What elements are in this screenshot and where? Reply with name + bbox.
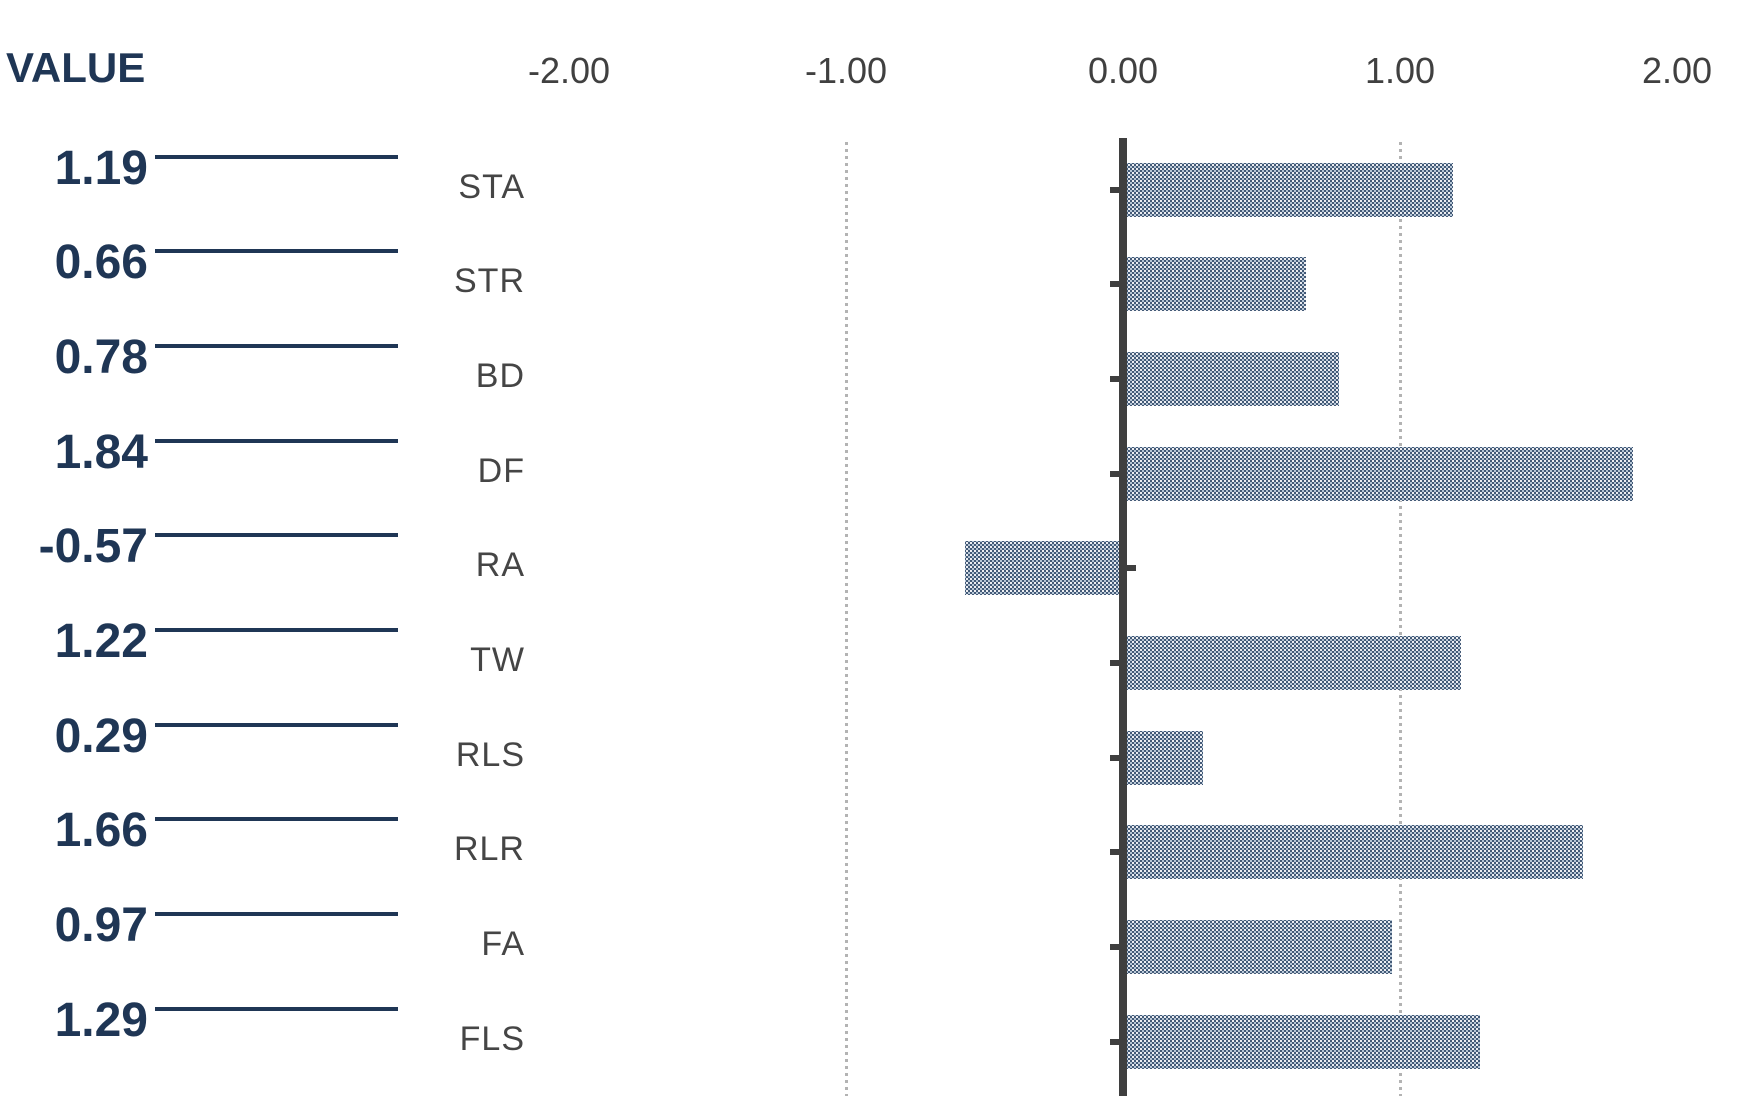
- zero-axis-line: [1119, 138, 1127, 1096]
- x-tick-label: -1.00: [804, 50, 888, 91]
- row-separator-line: [155, 438, 398, 443]
- category-label: FA: [481, 924, 525, 963]
- value-label: 0.29: [54, 709, 148, 763]
- value-label: 1.84: [54, 425, 148, 479]
- bar: [1123, 730, 1204, 785]
- row-separator-line: [155, 817, 398, 822]
- bar: [1123, 919, 1392, 974]
- row-separator-line: [155, 154, 398, 159]
- value-label: 1.29: [54, 993, 148, 1047]
- row-separator-line: [155, 343, 398, 348]
- category-label: STA: [458, 167, 525, 206]
- row-separator-line: [155, 249, 398, 254]
- category-label: TW: [470, 640, 525, 679]
- value-label: 0.66: [54, 236, 148, 290]
- value-label: -0.57: [38, 520, 148, 574]
- x-tick-label: 1.00: [1364, 50, 1436, 91]
- value-label: 0.78: [54, 330, 148, 384]
- value-label: 1.66: [54, 804, 148, 858]
- category-label: RLR: [453, 830, 525, 869]
- x-tick-label: -2.00: [527, 50, 611, 91]
- category-label: RLS: [455, 735, 525, 774]
- x-tick-label: 2.00: [1641, 50, 1713, 91]
- row-separator-line: [155, 722, 398, 727]
- bar: [965, 541, 1123, 596]
- gridline: [844, 142, 848, 1096]
- category-label: RA: [475, 546, 525, 585]
- category-label: STR: [454, 262, 525, 301]
- row-separator-line: [155, 911, 398, 916]
- row-separator-line: [155, 533, 398, 538]
- value-column-header: VALUE: [6, 44, 146, 91]
- category-label: DF: [477, 451, 525, 490]
- bar: [1123, 257, 1306, 312]
- value-label: 1.19: [54, 141, 148, 195]
- bar: [1123, 825, 1583, 880]
- bar: [1123, 351, 1340, 406]
- gridline: [1398, 142, 1402, 1096]
- category-label: FLS: [459, 1019, 525, 1058]
- x-tick-label: 0.00: [1087, 50, 1159, 91]
- bar: [1123, 1014, 1481, 1069]
- bar: [1123, 162, 1453, 217]
- value-label: 1.22: [54, 614, 148, 668]
- category-label: BD: [475, 356, 525, 395]
- row-separator-line: [155, 1006, 398, 1011]
- bar: [1123, 446, 1633, 501]
- value-label: 0.97: [54, 898, 148, 952]
- row-separator-line: [155, 627, 398, 632]
- bar: [1123, 635, 1461, 690]
